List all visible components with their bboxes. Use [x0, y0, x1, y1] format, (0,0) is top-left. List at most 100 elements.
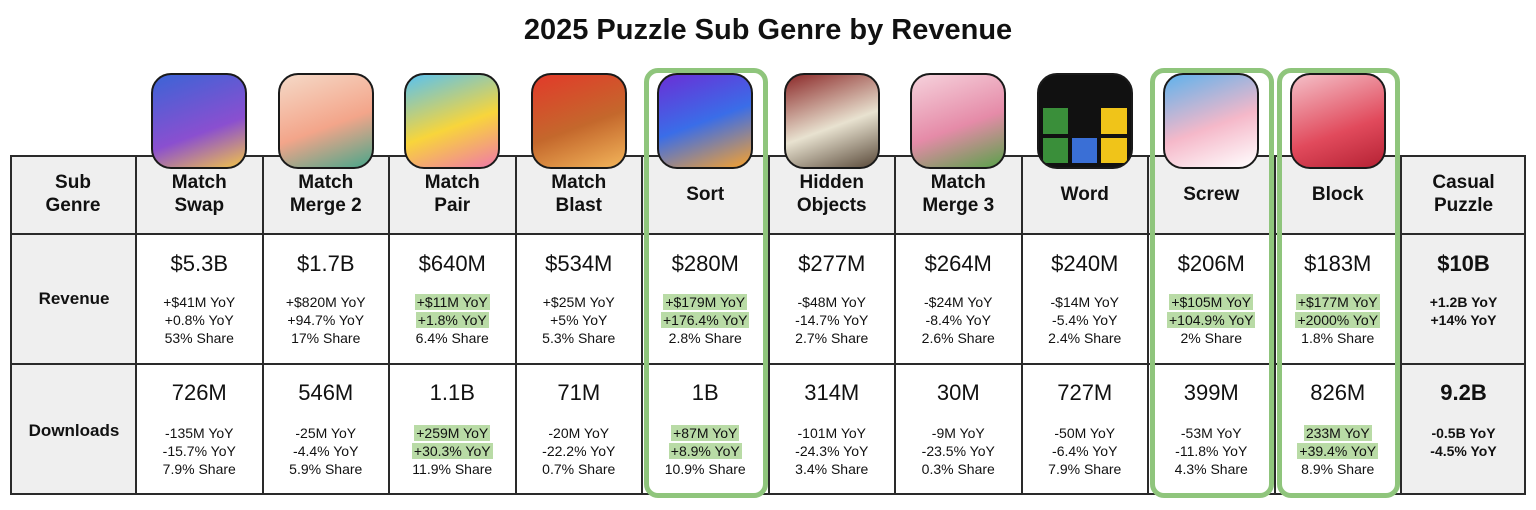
downloads-share: 11.9% Share [412, 461, 493, 477]
revenue-value: $264M [924, 251, 992, 276]
revenue-yoy: +0.8% YoY [164, 312, 234, 328]
genre-header: Match Swap [136, 155, 263, 233]
downloads-value: 399M [1183, 380, 1239, 405]
total-downloads-yoy: -4.5% YoY [1430, 443, 1497, 459]
revenue-value: $534M [545, 251, 613, 276]
revenue-yoy: +1.8% YoY [415, 312, 489, 328]
downloads-yoy: -9M YoY [931, 425, 985, 441]
grid-line-col [514, 155, 517, 495]
grid-tile [1101, 79, 1127, 105]
revenue-yoy: +$105M YoY [1169, 294, 1254, 310]
downloads-details: -135M YoY -15.7% YoY 7.9% Share [136, 424, 263, 478]
revenue-share: 5.3% Share [542, 330, 616, 346]
genre-header: Match Merge 3 [895, 155, 1022, 233]
revenue-yoy: +5% YoY [550, 312, 608, 328]
genre-name-line: Sort [686, 183, 725, 205]
downloads-details: -9M YoY -23.5% YoY 0.3% Share [895, 424, 1022, 478]
grid-line-right [1524, 155, 1526, 495]
revenue-value: $206M [1177, 251, 1245, 276]
downloads-share: 8.9% Share [1301, 461, 1375, 477]
grid-line-col [261, 155, 264, 495]
genre-header: Match Merge 2 [263, 155, 390, 233]
grid-tile [1072, 137, 1098, 163]
revenue-yoy: -8.4% YoY [925, 312, 991, 328]
revenue-yoy: +$11M YoY [414, 294, 490, 310]
row-label-sub-genre: Sub Genre [10, 155, 136, 233]
total-name-line: Puzzle [1433, 195, 1494, 216]
grid-tile [1042, 137, 1069, 163]
total-revenue-value: $10B [1437, 251, 1490, 276]
downloads-yoy: -6.4% YoY [1052, 443, 1118, 459]
genre-name-line: Match [298, 172, 354, 193]
downloads-value: 30M [936, 380, 980, 405]
downloads-value: 726M [171, 380, 227, 405]
grid-tile [1042, 108, 1069, 134]
genre-name-line: Block [1311, 183, 1364, 205]
genre-header: Hidden Objects [769, 155, 896, 233]
row-label-downloads: Downloads [28, 421, 120, 440]
downloads-details: -50M YoY -6.4% YoY 7.9% Share [1022, 424, 1149, 478]
highlight-frame [644, 68, 768, 498]
downloads-details: +87M YoY +8.9% YoY 10.9% Share [642, 424, 769, 478]
genre-name-line: Merge 2 [289, 195, 362, 216]
downloads-value: 71M [557, 380, 601, 405]
grid-line-col [894, 155, 896, 495]
red-block-board-icon [1289, 73, 1386, 169]
downloads-yoy: 233M YoY [1303, 425, 1372, 441]
grid-line-col [767, 155, 770, 495]
revenue-value: $1.7B [297, 251, 355, 276]
downloads-yoy: +87M YoY [671, 425, 740, 441]
revenue-details: +$25M YoY +5% YoY 5.3% Share [516, 293, 643, 347]
downloads-details: +259M YoY +30.3% YoY 11.9% Share [389, 424, 516, 478]
revenue-yoy: -$14M YoY [1050, 294, 1120, 310]
total-header: Casual Puzzle [1401, 155, 1526, 233]
revenue-value: $640M [418, 251, 486, 276]
downloads-value: 314M [804, 380, 860, 405]
revenue-details: -$48M YoY -14.7% YoY 2.7% Share [769, 293, 896, 347]
genre-name-line: Match [551, 172, 607, 193]
downloads-share: 10.9% Share [664, 461, 746, 477]
downloads-share: 0.7% Share [542, 461, 616, 477]
downloads-yoy: -53M YoY [1180, 425, 1242, 441]
revenue-yoy: +$41M YoY [163, 294, 236, 310]
downloads-yoy: +8.9% YoY [668, 443, 742, 459]
revenue-share: 2.6% Share [921, 330, 995, 346]
total-revenue-yoy: +1.2B YoY [1429, 294, 1498, 310]
nyt-wordle-grid-icon [1036, 73, 1133, 169]
grid-line-col [1147, 155, 1149, 495]
highlight-frame [1276, 68, 1400, 498]
genre-name-line: Pair [434, 195, 471, 216]
downloads-details: 233M YoY +39.4% YoY 8.9% Share [1275, 424, 1402, 478]
genre-name-line: Match [424, 172, 480, 193]
genre-header: Screw [1148, 155, 1275, 233]
revenue-details: +$41M YoY +0.8% YoY 53% Share [136, 293, 263, 347]
revenue-yoy: +176.4% YoY [661, 312, 750, 328]
revenue-yoy: -5.4% YoY [1052, 312, 1118, 328]
revenue-share: 2.7% Share [795, 330, 869, 346]
genre-header: Word [1022, 155, 1149, 233]
genre-name-line: Objects [796, 195, 867, 216]
downloads-value: 1.1B [429, 380, 475, 405]
revenue-share: 2.4% Share [1048, 330, 1122, 346]
downloads-yoy: +259M YoY [414, 425, 491, 441]
grid-line-col [641, 155, 643, 495]
revenue-details: +$105M YoY +104.9% YoY 2% Share [1148, 293, 1275, 347]
genre-name-line: Match [171, 172, 227, 193]
downloads-value: 727M [1057, 380, 1113, 405]
grid-line-col [388, 155, 390, 495]
downloads-yoy: -25M YoY [295, 425, 357, 441]
row-label-revenue: Revenue [38, 289, 110, 308]
revenue-details: +$179M YoY +176.4% YoY 2.8% Share [642, 293, 769, 347]
downloads-share: 3.4% Share [795, 461, 869, 477]
revenue-yoy: +$179M YoY [663, 294, 748, 310]
revenue-value: $280M [671, 251, 739, 276]
revenue-yoy: -$48M YoY [797, 294, 867, 310]
green-hair-woman-icon [277, 73, 374, 169]
grid-tile [1042, 79, 1069, 105]
downloads-yoy: -50M YoY [1054, 425, 1116, 441]
total-downloads-yoy: -0.5B YoY [1431, 425, 1496, 441]
revenue-yoy: +$820M YoY [285, 294, 366, 310]
genre-name-line: Blast [555, 195, 602, 216]
revenue-details: +$177M YoY +2000% YoY 1.8% Share [1275, 293, 1402, 347]
grid-line-col [1020, 155, 1023, 495]
